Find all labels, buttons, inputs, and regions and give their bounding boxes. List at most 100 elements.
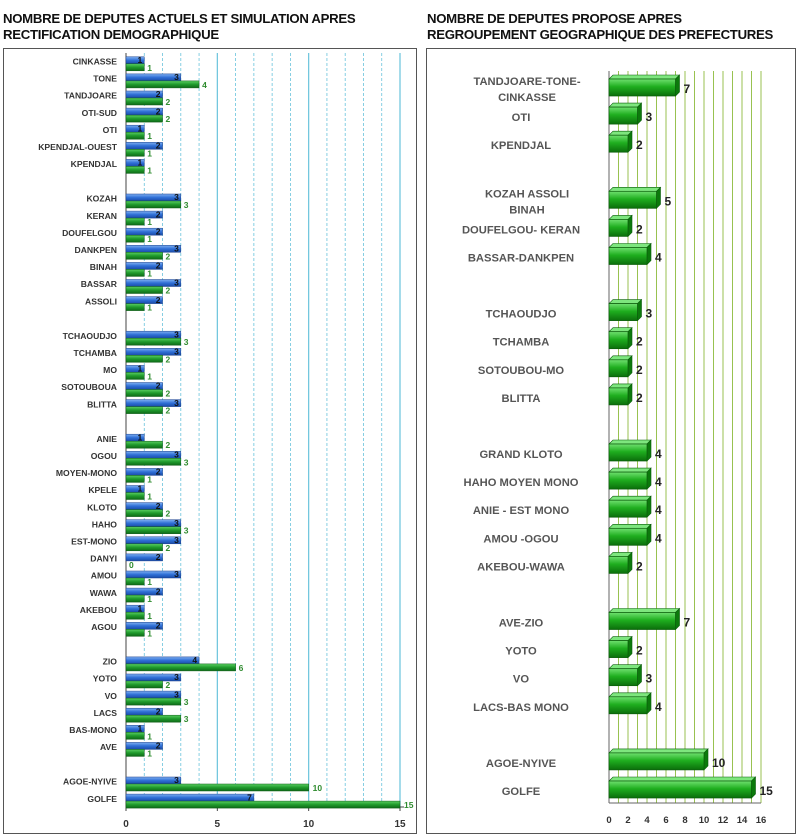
bar-simulation-agoe-nyive bbox=[125, 783, 309, 792]
bar-row-oti: OTI 3 bbox=[512, 102, 653, 125]
bar-blitta bbox=[608, 387, 629, 406]
data-label-current: 4 bbox=[192, 655, 197, 665]
category-label: AGOE-NYIVE bbox=[63, 777, 117, 787]
bar-current-tchaoudjo bbox=[125, 330, 182, 339]
data-label-current: 2 bbox=[156, 501, 161, 511]
category-row-oti-sud: OTI-SUD 22 bbox=[82, 106, 171, 124]
bar-side-face bbox=[627, 214, 633, 238]
category-row-ave: AVE 21 bbox=[100, 741, 163, 758]
bar-row-tchaoudjo: TCHAOUDJO 3 bbox=[486, 298, 653, 322]
data-label: 4 bbox=[655, 531, 662, 545]
bar-row-haho-moyen-mono: HAHO MOYEN MONO 4 bbox=[464, 467, 662, 490]
data-label-simulation: 2 bbox=[166, 509, 171, 519]
category-label: BINAH bbox=[90, 262, 117, 272]
category-label: LACS bbox=[94, 708, 118, 718]
bar-current-est-mono bbox=[125, 536, 182, 545]
bar-current-ogou bbox=[125, 451, 182, 459]
data-label: 3 bbox=[646, 110, 653, 124]
data-label-current: 3 bbox=[174, 278, 179, 288]
bar-top-face bbox=[608, 102, 643, 108]
x-tick-label: 10 bbox=[699, 815, 710, 826]
category-label: KOZAH ASSOLI bbox=[485, 188, 569, 200]
data-label-current: 1 bbox=[138, 724, 143, 734]
bar-simulation-tchamba bbox=[125, 355, 163, 363]
data-label-simulation: 2 bbox=[166, 406, 171, 416]
data-label-simulation: 10 bbox=[313, 783, 323, 793]
data-label-simulation: 1 bbox=[147, 148, 152, 158]
category-row-dankpen: DANKPEN 32 bbox=[75, 244, 182, 261]
bar-simulation-assoli bbox=[125, 303, 145, 311]
category-row-moyen-mono: MOYEN-MONO 21 bbox=[56, 467, 163, 484]
x-tick-label: 12 bbox=[718, 815, 729, 826]
bar-tchaoudjo bbox=[608, 303, 638, 321]
data-label-simulation: 1 bbox=[147, 303, 152, 313]
category-row-est-mono: EST-MONO 32 bbox=[71, 535, 182, 553]
category-row-bassar: BASSAR 32 bbox=[81, 278, 182, 296]
bar-top-face bbox=[608, 243, 652, 248]
data-label-simulation: 1 bbox=[147, 748, 152, 758]
bar-current-tchamba bbox=[125, 348, 182, 356]
category-row-wawa: WAWA 21 bbox=[90, 586, 163, 604]
x-tick-label: 2 bbox=[625, 815, 630, 826]
category-row-assoli: ASSOLI 21 bbox=[85, 295, 163, 313]
data-label-current: 3 bbox=[174, 775, 179, 785]
data-label-current: 1 bbox=[138, 432, 143, 442]
category-label: KPELE bbox=[88, 485, 117, 495]
data-label: 7 bbox=[684, 616, 691, 630]
category-label: EST-MONO bbox=[71, 537, 117, 547]
category-row-kpendjal: KPENDJAL 11 bbox=[71, 158, 153, 176]
data-label-current: 3 bbox=[174, 672, 179, 682]
bar-simulation-moyen-mono bbox=[125, 475, 145, 483]
category-label: BLITTA bbox=[502, 393, 541, 405]
category-label: DANYI bbox=[90, 554, 117, 564]
data-label: 2 bbox=[636, 559, 643, 573]
bar-simulation-mo bbox=[125, 372, 145, 380]
category-label: LACS-BAS MONO bbox=[473, 702, 569, 714]
data-label: 2 bbox=[636, 391, 643, 405]
data-label-current: 2 bbox=[156, 621, 161, 631]
data-label-current: 1 bbox=[138, 603, 143, 613]
data-label-current: 2 bbox=[156, 552, 161, 562]
bar-row-tchamba: TCHAMBA 2 bbox=[493, 326, 643, 350]
bar-current-danyi bbox=[125, 553, 163, 562]
bar-simulation-est-mono bbox=[125, 543, 163, 552]
category-label: BAS-MONO bbox=[69, 725, 117, 735]
bar-simulation-blitta bbox=[125, 406, 163, 414]
x-tick-label: 8 bbox=[682, 815, 687, 826]
x-tick-label: 14 bbox=[737, 815, 748, 826]
category-row-amou: AMOU 3 1 bbox=[91, 569, 182, 587]
data-label-simulation: 3 bbox=[184, 200, 189, 210]
category-row-vo: VO 33 bbox=[105, 689, 189, 707]
bar-simulation-bas-mono bbox=[125, 732, 145, 740]
data-label-current: 2 bbox=[156, 381, 161, 391]
category-label: ANIE bbox=[96, 434, 117, 444]
category-row-tandjoare: TANDJOARE 22 bbox=[64, 89, 170, 107]
category-label: MO bbox=[103, 365, 117, 375]
category-label: WAWA bbox=[90, 588, 117, 598]
bar-current-yoto bbox=[125, 673, 182, 682]
data-label-simulation: 1 bbox=[147, 577, 152, 587]
bar-row-anie-est-mono: ANIE - EST MONO 4 bbox=[473, 495, 662, 518]
bar-top-face bbox=[608, 748, 709, 754]
bar-side-face bbox=[637, 298, 642, 322]
category-row-kpendjal-ouest: KPENDJAL-OUEST 21 bbox=[38, 141, 163, 158]
data-label-simulation: 1 bbox=[147, 165, 152, 175]
category-label: KOZAH bbox=[86, 194, 117, 204]
bar-simulation-wawa bbox=[125, 594, 145, 603]
bar-simulation-kpendjal-ouest bbox=[125, 149, 145, 157]
category-label: VO bbox=[513, 674, 529, 686]
data-label-current: 2 bbox=[156, 209, 161, 219]
data-label: 10 bbox=[712, 756, 726, 770]
category-label: AGOE-NYIVE bbox=[486, 758, 557, 770]
bar-top-face bbox=[608, 608, 681, 613]
category-label: GRAND KLOTO bbox=[479, 449, 562, 461]
category-label: AKEBOU-WAWA bbox=[477, 561, 565, 573]
bar-simulation-keran bbox=[125, 217, 145, 226]
bar-simulation-binah bbox=[125, 269, 145, 277]
data-label: 2 bbox=[636, 138, 643, 152]
bar-current-amou bbox=[125, 570, 182, 579]
category-row-lacs: LACS 2 3 bbox=[94, 706, 189, 724]
bar-side-face bbox=[627, 326, 633, 350]
bar-current-blitta bbox=[125, 399, 182, 407]
data-label: 2 bbox=[636, 363, 643, 377]
